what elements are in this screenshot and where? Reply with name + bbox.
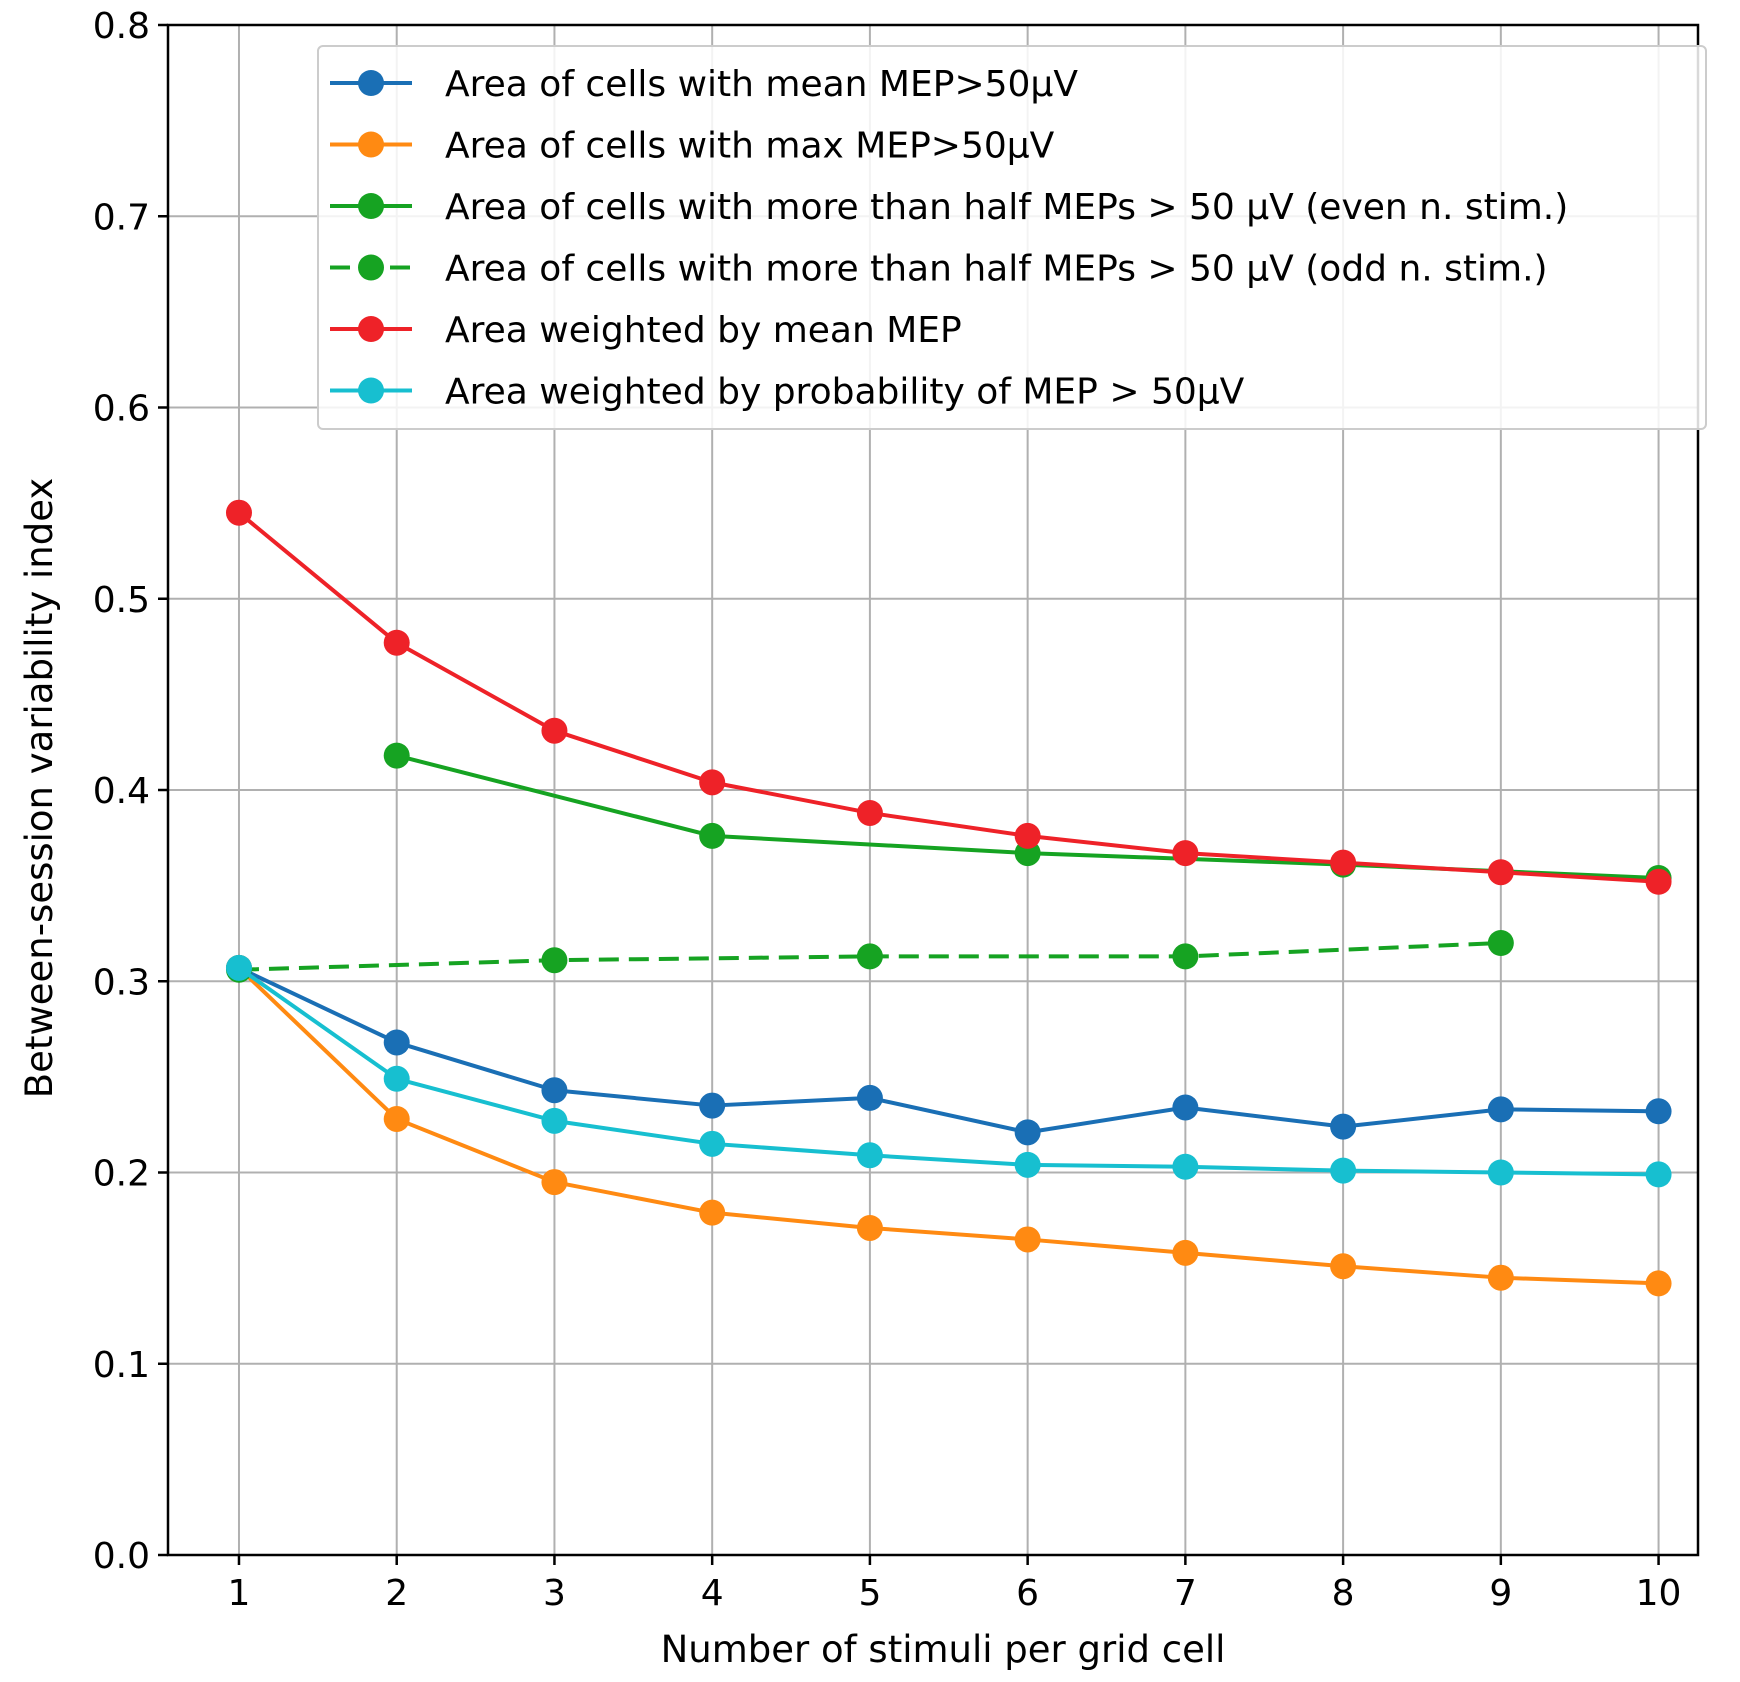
data-point (1172, 1239, 1199, 1266)
series-5 (225, 499, 1672, 895)
y-tick-label: 0.7 (93, 197, 150, 238)
data-point (1645, 868, 1672, 895)
data-point (541, 947, 568, 974)
data-point (383, 629, 410, 656)
data-point (1330, 1157, 1357, 1184)
x-tick-label: 10 (1636, 1573, 1682, 1614)
data-point (1172, 943, 1199, 970)
data-point (541, 1077, 568, 1104)
data-point (383, 1029, 410, 1056)
data-point (1172, 840, 1199, 867)
legend-label: Area weighted by mean MEP (445, 310, 962, 351)
y-tick-label: 0.8 (93, 6, 150, 47)
legend-label: Area of cells with max MEP>50μV (445, 126, 1055, 167)
data-point (856, 799, 883, 826)
data-point (1645, 1161, 1672, 1188)
data-point (1330, 1113, 1357, 1140)
legend: Area of cells with mean MEP>50μV Area of … (317, 45, 1707, 430)
data-point (1645, 1098, 1672, 1125)
data-point (1487, 1264, 1514, 1291)
legend-marker (358, 131, 384, 158)
x-tick-label: 1 (228, 1573, 251, 1614)
series-line (237, 511, 1659, 884)
data-point (1014, 1226, 1041, 1253)
y-tick-label: 0.0 (93, 1536, 150, 1577)
y-tick-label: 0.5 (93, 580, 150, 621)
data-point (699, 769, 726, 796)
tick-labels: 1 2 3 4 5 6 7 8 9 10 0.0 0.1 0.2 0.3 0.4 0.5 0.6 0.7 0.8 (93, 6, 1682, 1614)
series-line (237, 966, 1659, 1286)
data-point (383, 1065, 410, 1092)
series-group (225, 499, 1672, 1297)
legend-marker (358, 70, 384, 96)
axes (158, 23, 1700, 1565)
legend-marker (358, 377, 384, 404)
legend-label: Area of cells with mean MEP>50μV (445, 64, 1078, 105)
series-line (237, 966, 1659, 1177)
data-point (541, 1169, 568, 1196)
x-tick-label: 8 (1332, 1573, 1355, 1614)
x-tick-label: 7 (1174, 1573, 1197, 1614)
data-point (225, 954, 252, 981)
legend-marker (358, 254, 384, 281)
legend-box (317, 45, 1707, 430)
legend-label: Area weighted by probability of MEP > 50… (445, 372, 1245, 413)
x-tick-label: 3 (543, 1573, 566, 1614)
data-point (699, 1199, 726, 1226)
data-point (1172, 1094, 1199, 1121)
series-1 (225, 954, 1672, 1146)
legend-marker (358, 316, 384, 342)
x-tick-label: 5 (858, 1573, 881, 1614)
data-point (1330, 1253, 1357, 1280)
series-line (238, 966, 1659, 1135)
data-point (856, 1214, 883, 1241)
data-point (1487, 930, 1514, 956)
x-tick-label: 4 (701, 1573, 724, 1614)
y-tick-label: 0.3 (93, 962, 150, 1003)
legend-entry: Area of cells with mean MEP>50μV (330, 64, 1078, 105)
legend-entry: Area of cells with max MEP>50μV (330, 126, 1055, 167)
data-point (1172, 1153, 1199, 1180)
data-point (1487, 1159, 1514, 1186)
legend-entry: Area of cells with more than half MEPs >… (330, 249, 1548, 290)
data-point (699, 822, 726, 849)
data-point (1645, 1270, 1672, 1297)
data-point (856, 1142, 883, 1169)
data-point (1014, 822, 1041, 849)
data-point (699, 1130, 726, 1157)
data-point (383, 1105, 410, 1132)
data-point (541, 717, 568, 744)
x-tick-label: 9 (1489, 1573, 1512, 1614)
data-point (541, 1107, 568, 1134)
y-axis-label: Between-session variability index (18, 478, 61, 1098)
data-point (856, 1084, 883, 1111)
legend-entry: Area weighted by probability of MEP > 50… (330, 372, 1245, 413)
data-point (1330, 849, 1357, 876)
x-axis-label: Number of stimuli per grid cell (661, 1628, 1226, 1671)
y-tick-label: 0.4 (93, 771, 150, 812)
data-point (856, 943, 883, 970)
y-tick-label: 0.6 (93, 389, 150, 430)
legend-label: Area of cells with more than half MEPs >… (445, 249, 1548, 290)
legend-label: Area of cells with more than half MEPs >… (445, 187, 1568, 228)
series-2 (225, 954, 1672, 1297)
legend-entry: Area weighted by mean MEP (330, 310, 962, 351)
data-point (1487, 1096, 1514, 1123)
data-point (1487, 859, 1514, 886)
data-point (225, 499, 252, 526)
y-tick-label: 0.2 (93, 1154, 150, 1195)
x-tick-label: 6 (1016, 1573, 1039, 1614)
data-point (1014, 1119, 1041, 1146)
series-6 (225, 954, 1672, 1188)
y-tick-label: 0.1 (93, 1345, 150, 1386)
legend-marker (358, 193, 384, 219)
data-point (1014, 1151, 1041, 1178)
data-point (699, 1092, 726, 1119)
legend-entry: Area of cells with more than half MEPs >… (330, 187, 1568, 228)
x-tick-label: 2 (385, 1573, 408, 1614)
data-point (383, 742, 410, 769)
